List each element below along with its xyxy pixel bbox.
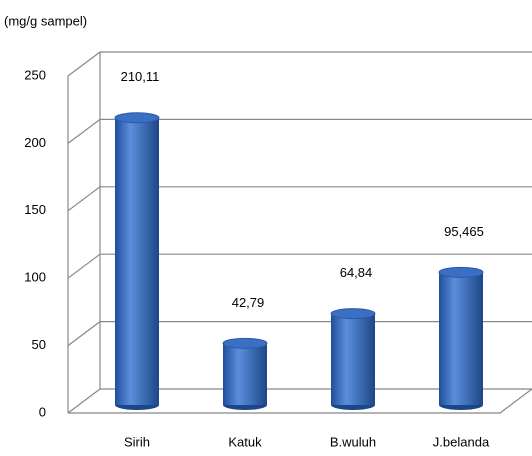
bar [223,343,267,405]
value-label: 64,84 [340,265,373,280]
x-tick-label: B.wuluh [330,434,376,449]
value-label: 210,11 [121,69,160,84]
grid-line [67,253,532,279]
bar [439,272,483,405]
grid-line [67,118,532,144]
bar [115,117,159,405]
grid-line [67,51,532,77]
y-tick-label: 0 [39,404,46,419]
y-tick-label: 100 [24,270,46,285]
value-label: 42,79 [232,295,265,310]
value-label: 95,465 [444,224,484,239]
y-tick-label: 50 [32,337,46,352]
y-tick-label: 200 [24,135,46,150]
bar-top [114,112,160,124]
grid-line [67,321,532,347]
bar-top [438,266,484,278]
x-tick-label: Katuk [228,434,262,449]
y-axis-label: (mg/g sampel) [4,13,87,28]
y-tick-label: 150 [24,202,46,217]
bar-top [330,308,376,320]
y-tick-label: 250 [24,67,46,82]
x-tick-label: Sirih [124,434,150,449]
bar [331,313,375,405]
grid-line [67,388,532,414]
floor-edge [68,388,532,414]
bar-top [222,337,268,349]
grid-line [67,186,532,212]
x-tick-label: J.belanda [433,434,490,449]
